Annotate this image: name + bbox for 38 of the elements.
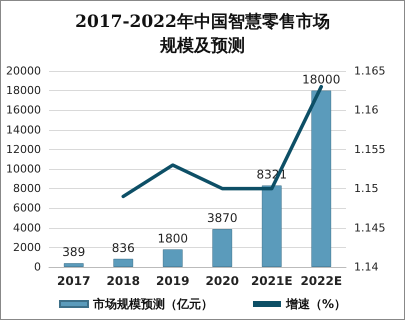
y-tick-label: 6000 (13, 202, 41, 215)
data-label: 1800 (157, 231, 188, 246)
x-tick-label: 2022E (300, 274, 342, 288)
y-tick-label: 4000 (13, 221, 41, 234)
y2-tick-label: 1.145 (354, 221, 386, 234)
data-label: 3870 (206, 211, 238, 226)
y2-tick-label: 1.14 (354, 260, 378, 274)
bar (64, 263, 84, 267)
x-tick-label: 2018 (106, 274, 140, 288)
y-tick-label: 18000 (6, 84, 41, 98)
x-tick-label: 2019 (156, 274, 190, 288)
y2-tick-label: 1.165 (354, 64, 386, 78)
legend-label: 市场规模预测（亿元） (92, 297, 213, 311)
y-tick-label: 8000 (13, 182, 41, 196)
chart-title: 2017-2022年中国智慧零售市场规模及预测 (75, 12, 330, 56)
bar (311, 90, 332, 267)
data-label: 389 (62, 245, 86, 260)
y2-tick-label: 1.16 (354, 104, 378, 117)
y2-tick-label: 1.155 (354, 142, 386, 156)
x-tick-label: 2021E (250, 274, 293, 288)
x-tick-label: 2020 (206, 274, 239, 288)
x-tick-label: 2017 (57, 274, 90, 288)
y2-tick-label: 1.15 (354, 182, 378, 196)
line-series (122, 84, 323, 198)
bar (212, 229, 232, 267)
y-tick-label: 0 (34, 260, 41, 274)
data-label: 836 (112, 240, 135, 255)
y-tick-label: 14000 (6, 123, 41, 136)
y-tick-label: 20000 (6, 64, 41, 78)
y-tick-label: 10000 (6, 162, 41, 176)
bar (262, 185, 282, 267)
data-label: 18000 (302, 72, 340, 87)
legend-label: 增速（%） (284, 297, 346, 311)
bar (162, 249, 183, 267)
y-tick-label: 16000 (6, 104, 41, 117)
y-tick-label: 12000 (6, 142, 41, 156)
y-tick-label: 2000 (13, 240, 41, 254)
bar (113, 258, 134, 267)
